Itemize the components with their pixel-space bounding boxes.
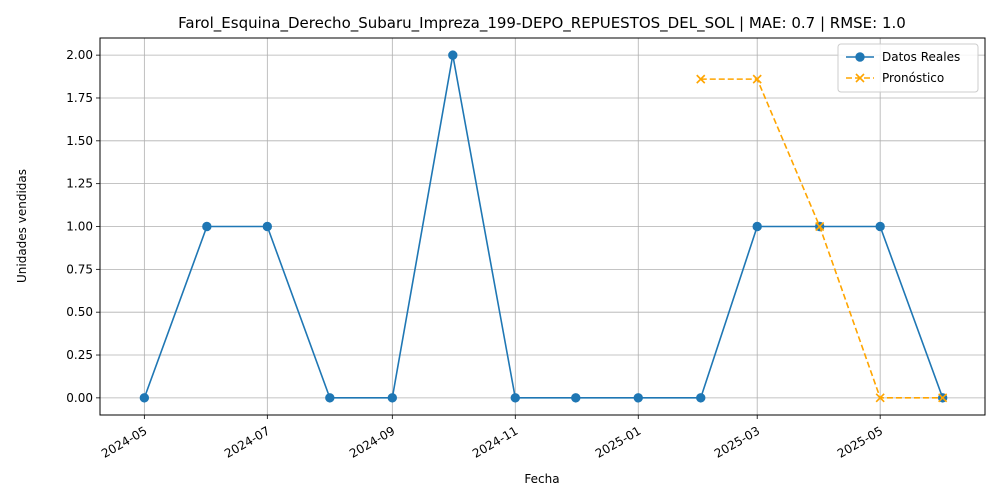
data-point [510,393,520,403]
forecast-point [875,393,885,403]
forecast-point-stroke [696,74,706,84]
y-tick-label: 2.00 [66,48,93,62]
chart-title: Farol_Esquina_Derecho_Subaru_Impreza_199… [178,14,906,33]
data-point [139,393,150,403]
y-tick-label: 0.75 [66,262,93,276]
legend: Datos Reales Pronóstico [837,43,979,93]
data-point [633,393,643,403]
y-tick-label: 0.25 [66,348,93,362]
legend-entry: Pronóstico [846,71,944,85]
y-tick-label: 1.25 [66,177,93,191]
y-axis-label: Unidades vendidas [15,169,29,283]
forecast-point [752,74,762,84]
forecast-point [938,393,948,403]
y-tick-label: 1.75 [66,91,93,105]
forecast-series [696,74,948,403]
legend-label: Datos Reales [882,50,960,64]
data-point [752,221,762,232]
forecast-point [815,221,825,232]
y-tick-label: 1.50 [66,134,93,148]
data-point [387,393,398,403]
forecast-point-stroke [815,221,825,232]
data-point [875,221,885,232]
data-point [325,393,335,403]
data-point [448,50,458,60]
forecast-point-stroke [752,74,762,84]
legend-label: Pronóstico [882,71,944,85]
forecast-point-stroke [875,393,885,403]
data-point [202,221,212,232]
legend-box [837,43,979,93]
y-tick-label: 0.00 [66,391,93,405]
data-point [855,52,865,62]
y-tick-label: 0.50 [66,305,93,319]
actual-line [143,54,944,399]
data-point [262,221,273,232]
forecast-point-stroke [855,73,865,83]
x-axis-label: Fecha [524,472,559,486]
y-tick-label: 1.00 [66,220,93,234]
data-point [696,393,706,403]
forecast-point [696,74,706,84]
data-point [571,393,581,403]
forecast-point-stroke [938,393,948,403]
forecast-point [855,73,865,83]
series-layer [139,50,948,403]
legend-entry: Datos Reales [846,50,960,64]
